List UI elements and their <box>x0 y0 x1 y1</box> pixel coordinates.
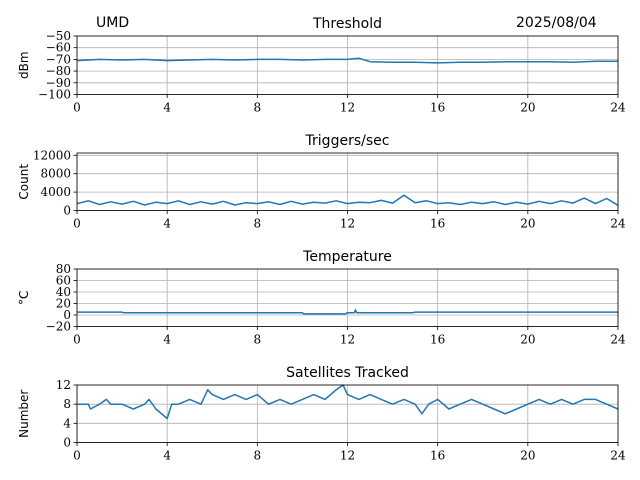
x-tick-label: 24 <box>610 101 626 115</box>
x-tick-label: 20 <box>520 217 535 231</box>
y-tick-label: 12 <box>56 378 71 392</box>
series-line <box>76 57 618 64</box>
x-tick-label: 12 <box>340 449 355 463</box>
x-tick-label: 4 <box>163 217 171 231</box>
subplots: 0 4 8 12 16 20 24 −100−90−80−70−60−50 Threshold d… <box>17 16 626 463</box>
report-date: 2025/08/04 <box>516 15 597 31</box>
x-tick-label: 16 <box>430 217 445 231</box>
x-tick-label: 24 <box>610 217 626 231</box>
y-axis-label: °C <box>17 291 31 305</box>
y-tick-label: 20 <box>56 297 71 311</box>
y-tick-label: −20 <box>46 320 71 334</box>
series-line <box>77 384 619 420</box>
x-tick-label: 16 <box>430 333 445 347</box>
subplot-title: Temperature <box>302 249 392 265</box>
subplot-4: 0 4 8 12 16 20 24 0 4 8 12 Satellites Tracked Number <box>17 365 626 463</box>
x-tick-label: 16 <box>430 101 445 115</box>
x-tick-label: 16 <box>430 449 445 463</box>
subplot-2: 0 4 8 12 16 20 24 0 4000 8000 12000 Triggers/sec Cou… <box>17 133 626 231</box>
x-tick-label: 0 <box>73 101 81 115</box>
x-tick-label: 24 <box>610 449 626 463</box>
y-tick-label: 40 <box>56 285 71 299</box>
y-tick-label: 8000 <box>40 167 71 181</box>
x-tick-label: 8 <box>254 217 262 231</box>
subplot-title: Triggers/sec <box>305 133 390 149</box>
y-axis-label: Number <box>17 390 31 438</box>
site-name: UMD <box>96 15 129 31</box>
y-axis-label: dBm <box>17 51 31 79</box>
x-tick-label: 8 <box>254 449 262 463</box>
subplot-1: 0 4 8 12 16 20 24 −100−90−80−70−60−50 Threshold d… <box>17 16 626 115</box>
x-tick-label: 0 <box>73 449 81 463</box>
y-tick-label: 0 <box>63 204 71 218</box>
x-tick-label: 20 <box>520 333 535 347</box>
x-tick-label: 4 <box>163 101 171 115</box>
y-tick-label: −90 <box>46 76 71 90</box>
series-line <box>76 194 619 207</box>
y-tick-label: 60 <box>56 274 71 288</box>
y-tick-label: 0 <box>63 436 71 450</box>
x-tick-label: 12 <box>340 101 355 115</box>
series-line <box>77 309 618 315</box>
x-tick-label: 20 <box>520 101 535 115</box>
x-tick-label: 12 <box>340 217 355 231</box>
y-tick-label: −50 <box>46 29 71 43</box>
x-tick-label: 4 <box>163 449 171 463</box>
x-tick-label: 24 <box>610 333 626 347</box>
y-tick-label: −100 <box>38 88 71 102</box>
y-tick-label: 4000 <box>40 185 71 199</box>
x-tick-label: 4 <box>163 333 171 347</box>
y-tick-label: −80 <box>46 64 71 78</box>
y-tick-label: −60 <box>46 41 71 55</box>
x-tick-label: 8 <box>254 333 262 347</box>
y-tick-label: 8 <box>63 397 71 411</box>
x-tick-label: 20 <box>520 449 535 463</box>
y-tick-label: −70 <box>46 52 71 66</box>
subplot-title: Satellites Tracked <box>286 365 409 381</box>
y-axis-label: Count <box>17 164 31 200</box>
x-tick-label: 8 <box>254 101 262 115</box>
y-tick-label: 4 <box>63 416 71 430</box>
x-tick-label: 0 <box>73 217 81 231</box>
y-tick-label: 12000 <box>33 148 71 162</box>
subplot-title: Threshold <box>312 16 382 32</box>
y-tick-label: 80 <box>56 262 71 276</box>
x-tick-label: 0 <box>73 333 81 347</box>
y-tick-label: 0 <box>63 308 71 322</box>
x-tick-label: 12 <box>340 333 355 347</box>
